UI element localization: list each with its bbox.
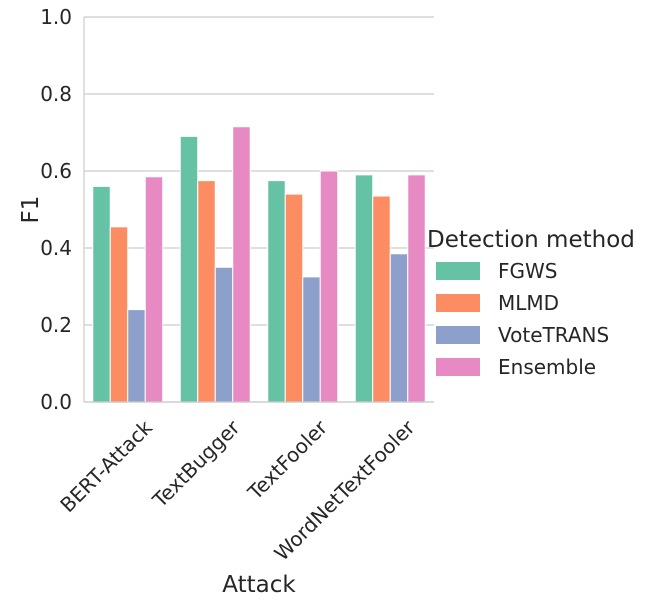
bar-mlmd-0 <box>109 226 129 403</box>
legend-label-mlmd: MLMD <box>498 291 559 315</box>
legend-swatch-votetrans <box>436 326 480 344</box>
bar-ensemble-1 <box>232 126 251 403</box>
bar-votetrans-0 <box>127 309 146 403</box>
bar-mlmd-2 <box>284 193 304 403</box>
bar-ensemble-3 <box>407 174 426 403</box>
legend-title: Detection method <box>427 227 635 253</box>
x-tick-label: TextBugger <box>147 415 245 513</box>
bars <box>92 126 426 403</box>
y-tick-label: 0.6 <box>40 159 72 183</box>
x-tick-label: BERT-Attack <box>55 415 157 517</box>
legend-swatch-fgws <box>436 262 480 280</box>
legend-swatch-ensemble <box>436 358 480 376</box>
bar-ensemble-2 <box>319 170 339 403</box>
bar-fgws-1 <box>179 135 199 403</box>
legend: Detection method FGWS MLMD VoteTRANS Ensemb… <box>427 227 635 379</box>
y-tick-label: 1.0 <box>40 5 72 29</box>
bar-votetrans-2 <box>302 276 321 403</box>
y-axis-title: F1 <box>18 196 44 224</box>
bar-fgws-3 <box>354 174 374 403</box>
x-axis-title: Attack <box>222 572 296 598</box>
legend-label-votetrans: VoteTRANS <box>498 323 609 347</box>
bar-mlmd-1 <box>197 180 216 403</box>
legend-label-ensemble: Ensemble <box>498 355 596 379</box>
bar-mlmd-3 <box>372 195 391 403</box>
bar-votetrans-3 <box>389 253 409 403</box>
y-tick-labels: 0.0 0.2 0.4 0.6 0.8 1.0 <box>40 5 72 414</box>
x-tick-labels: BERT-AttackTextBuggerTextFoolerWordNetTe… <box>55 415 420 566</box>
bar-votetrans-1 <box>214 266 234 403</box>
y-tick-label: 0.0 <box>40 390 72 414</box>
y-tick-label: 0.4 <box>40 236 72 260</box>
bar-fgws-0 <box>92 185 111 403</box>
y-tick-label: 0.8 <box>40 82 72 106</box>
y-tick-label: 0.2 <box>40 313 72 337</box>
legend-label-fgws: FGWS <box>498 259 557 283</box>
legend-swatch-mlmd <box>436 294 480 312</box>
legend-items: FGWS MLMD VoteTRANS Ensemble <box>436 259 609 379</box>
bar-fgws-2 <box>267 180 286 403</box>
bar-ensemble-0 <box>144 176 164 403</box>
x-tick-label: TextFooler <box>242 415 332 505</box>
